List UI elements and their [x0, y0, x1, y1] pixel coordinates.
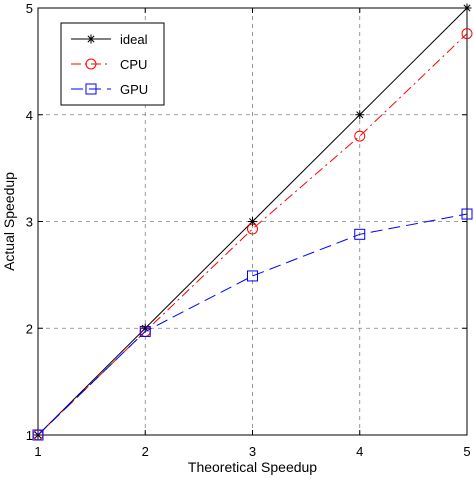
legend-item-cpu: CPU — [71, 57, 147, 72]
y-tick-label-3: 4 — [26, 108, 33, 123]
data-point-gpu-4 — [461, 208, 473, 220]
legend-label-ideal: ideal — [120, 32, 148, 47]
y-tick-label-0: 1 — [26, 428, 33, 443]
data-point-cpu-4 — [461, 28, 473, 40]
y-tick-label-4: 5 — [26, 1, 33, 16]
grid-lines — [38, 8, 467, 435]
series-line-gpu — [37, 213, 468, 436]
x-tick-label-0: 1 — [34, 444, 41, 459]
legend-marker-ideal — [86, 34, 96, 44]
axis-ticks: 1 2 3 4 5 1 2 3 4 5 — [26, 1, 471, 459]
data-point-gpu-3 — [354, 228, 366, 240]
legend: ideal CPU GPU — [60, 22, 165, 106]
x-tick-label-2: 3 — [249, 444, 256, 459]
data-point-ideal-4 — [462, 3, 472, 13]
x-tick-label-1: 2 — [142, 444, 149, 459]
x-tick-label-4: 5 — [463, 444, 470, 459]
data-point-gpu-2 — [247, 270, 258, 282]
legend-marker-gpu — [85, 83, 97, 95]
data-point-cpu-2 — [247, 223, 258, 235]
data-point-cpu-3 — [354, 130, 366, 142]
legend-item-gpu: GPU — [71, 82, 148, 97]
data-point-ideal-3 — [355, 110, 365, 120]
series-layer — [32, 3, 473, 441]
series-gpu — [32, 208, 473, 441]
legend-label-cpu: CPU — [120, 57, 147, 72]
data-point-gpu-1 — [139, 325, 151, 337]
y-tick-label-2: 3 — [26, 215, 33, 230]
data-point-gpu-0 — [32, 429, 44, 441]
data-point-ideal-2 — [248, 217, 257, 226]
y-axis-label: Actual Speedup — [1, 172, 17, 271]
series-line-cpu — [37, 33, 468, 436]
y-tick-label-1: 2 — [26, 321, 33, 336]
legend-marker-cpu — [85, 58, 97, 70]
legend-label-gpu: GPU — [120, 82, 148, 97]
legend-item-ideal: ideal — [71, 32, 148, 47]
x-tick-label-3: 4 — [356, 444, 363, 459]
x-axis-label: Theoretical Speedup — [188, 459, 317, 475]
